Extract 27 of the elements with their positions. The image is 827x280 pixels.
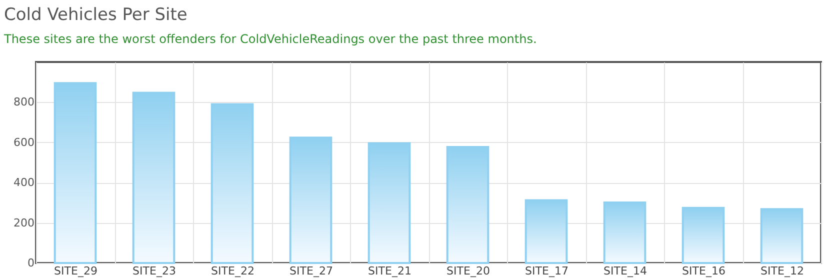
x-tick-label: SITE_27: [290, 264, 333, 278]
y-tick-label: 0: [28, 256, 34, 270]
bar: [132, 92, 176, 264]
y-tick-label: 400: [14, 176, 34, 190]
x-tick-label: SITE_21: [368, 264, 412, 278]
x-tick-label: SITE_16: [682, 264, 726, 278]
x-tick-label: SITE_12: [760, 264, 804, 278]
x-tick-label: SITE_22: [211, 264, 254, 278]
bar: [368, 142, 411, 264]
chart-title: Cold Vehicles Per Site: [4, 5, 188, 25]
x-tick-label: SITE_29: [54, 264, 98, 278]
bar: [446, 146, 490, 264]
bar: [289, 136, 332, 264]
x-tick-label: SITE_14: [604, 264, 647, 278]
x-tick-label: SITE_17: [525, 264, 568, 278]
x-tick-label: SITE_20: [446, 264, 490, 278]
bar: [524, 199, 568, 264]
bar: [603, 202, 646, 264]
bar: [54, 82, 97, 264]
y-tick-label: 600: [14, 136, 34, 149]
bar: [210, 103, 254, 264]
y-tick-label: 800: [14, 96, 34, 109]
y-tick-label: 200: [14, 216, 34, 230]
chart-subtitle: These sites are the worst offenders for ColdVehicleReadings over the past three months.: [3, 32, 537, 46]
bar: [760, 208, 804, 264]
bar: [682, 206, 725, 264]
x-tick-label: SITE_23: [132, 264, 176, 278]
